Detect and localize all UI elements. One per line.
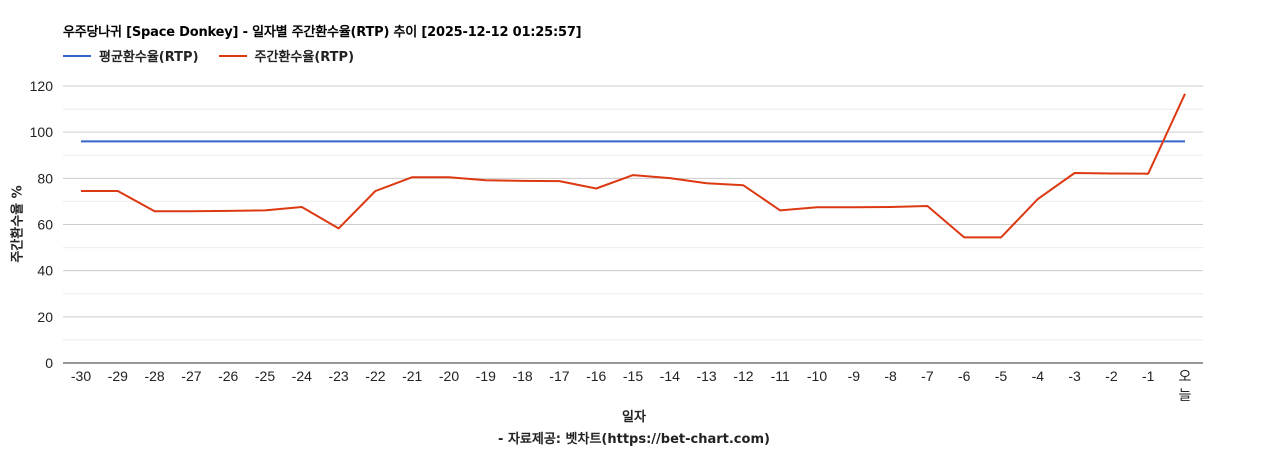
x-tick-label: 늘 <box>1179 388 1192 404</box>
legend-item-average[interactable]: 평균환수율(RTP) <box>63 46 199 65</box>
legend-label-average: 평균환수율(RTP) <box>99 50 199 65</box>
legend: 평균환수율(RTP) 주간환수율(RTP) <box>63 46 354 65</box>
x-tick-label: -8 <box>884 368 897 384</box>
y-tick-label: 80 <box>37 170 53 186</box>
x-tick-label: -16 <box>586 368 606 384</box>
x-tick-label: -11 <box>771 368 790 384</box>
x-tick-label: -23 <box>328 368 348 384</box>
x-tick-label: -20 <box>439 368 459 384</box>
x-tick-label: -30 <box>71 368 91 384</box>
x-tick-label: -5 <box>995 368 1008 384</box>
legend-swatch-average <box>63 54 91 57</box>
legend-swatch-weekly <box>218 54 247 57</box>
x-tick-label: -28 <box>144 368 164 384</box>
data-credit: - 자료제공: 벳차트(https://bet-chart.com) <box>498 432 770 447</box>
y-tick-label: 100 <box>30 124 54 140</box>
x-tick-label: -29 <box>108 368 128 384</box>
x-tick-label: -15 <box>623 368 643 384</box>
x-tick-label: -18 <box>512 368 532 384</box>
x-tick-label: -2 <box>1105 368 1118 384</box>
x-tick-label: 오 <box>1179 369 1192 385</box>
x-tick-label: -4 <box>1032 368 1045 384</box>
legend-item-weekly[interactable]: 주간환수율(RTP) <box>218 46 355 65</box>
x-axis-title: 일자 <box>622 410 646 425</box>
x-tick-label: -25 <box>255 368 275 384</box>
x-tick-label: -13 <box>696 368 716 384</box>
x-tick-label: -17 <box>549 368 569 384</box>
y-tick-label: 120 <box>30 78 54 94</box>
x-tick-label: -1 <box>1142 368 1155 384</box>
y-tick-label: 20 <box>37 309 53 325</box>
x-tick-label: -19 <box>476 368 496 384</box>
y-axis-title: 주간환수율 % <box>10 185 26 263</box>
x-tick-label: -9 <box>848 368 861 384</box>
y-tick-label: 60 <box>37 217 53 233</box>
y-tick-label: 0 <box>45 355 53 371</box>
x-tick-label: -3 <box>1068 368 1081 384</box>
x-tick-label: -14 <box>660 368 680 384</box>
x-tick-label: -6 <box>958 368 971 384</box>
x-tick-label: -21 <box>402 368 422 384</box>
x-tick-label: -7 <box>921 368 934 384</box>
weekly-rtp-line <box>81 93 1186 239</box>
x-tick-label: -26 <box>218 368 238 384</box>
chart-title: 우주당나귀 [Space Donkey] - 일자별 주간환수율(RTP) 추이… <box>63 25 582 40</box>
x-tick-label: -27 <box>181 368 201 384</box>
x-tick-label: -12 <box>733 368 753 384</box>
x-tick-label: -22 <box>365 368 385 384</box>
y-tick-label: 40 <box>37 263 53 279</box>
x-tick-label: -10 <box>807 368 827 384</box>
legend-label-weekly: 주간환수율(RTP) <box>254 50 355 65</box>
x-tick-label: -24 <box>292 368 312 384</box>
